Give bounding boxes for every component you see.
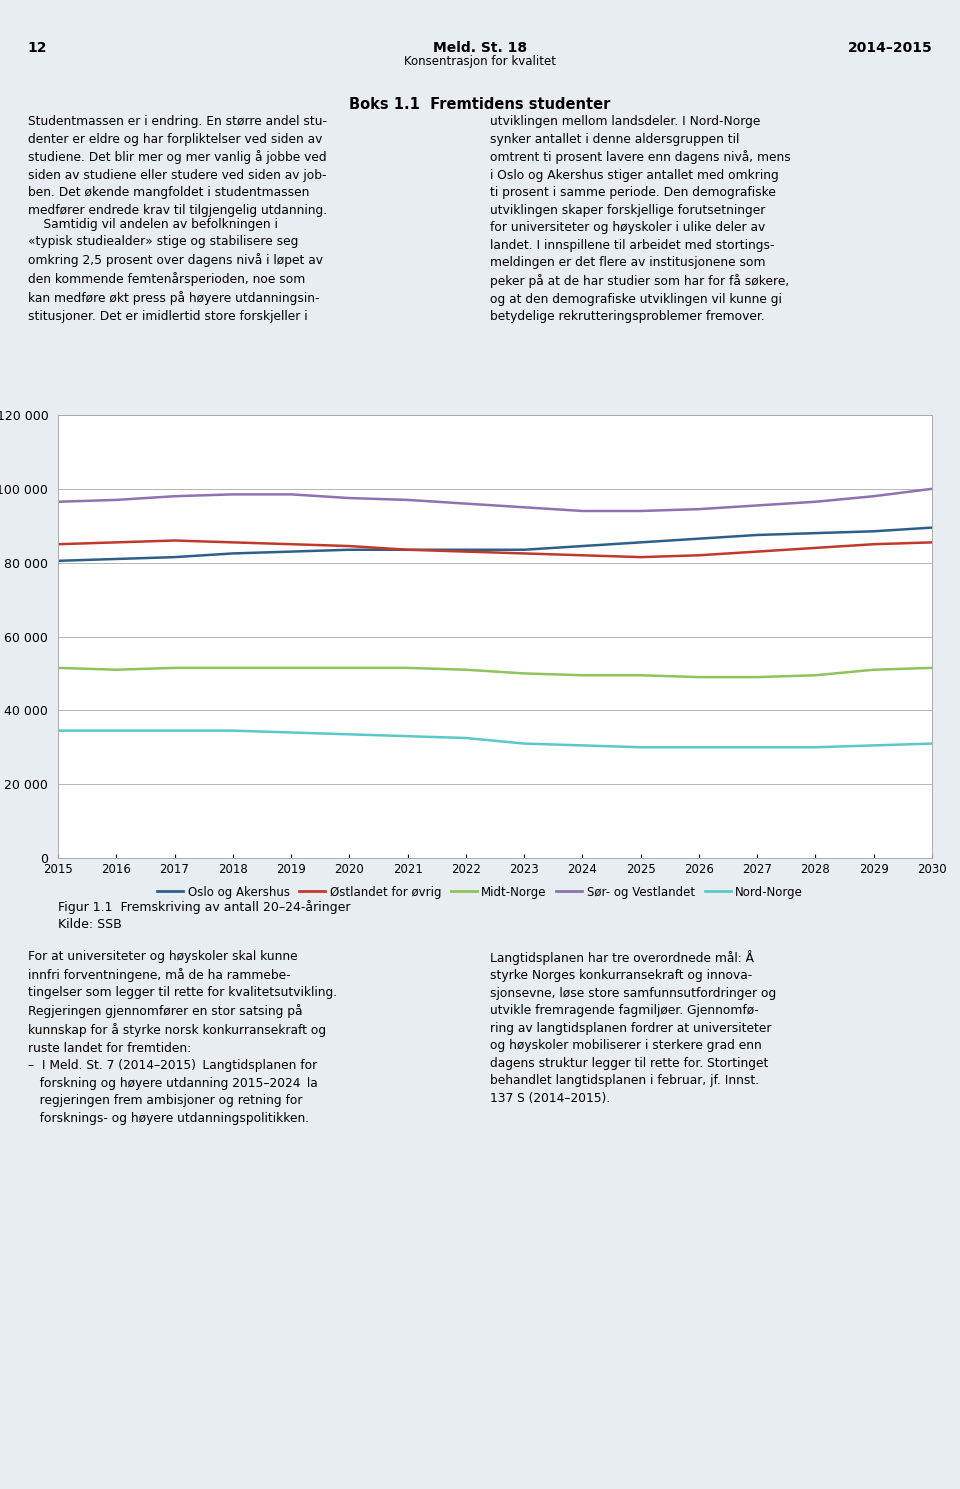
Line: Nord-Norge: Nord-Norge <box>58 731 932 747</box>
Oslo og Akershus <box>344 541 355 558</box>
Østlandet for øvrig <box>52 535 63 552</box>
Oslo og Akershus <box>926 518 938 536</box>
Nord-Norge <box>577 737 588 755</box>
Sør- og Vestlandet <box>169 487 180 505</box>
Nord-Norge <box>227 722 238 740</box>
Nord-Norge <box>169 722 180 740</box>
Line: Oslo og Akershus: Oslo og Akershus <box>58 527 932 561</box>
Line: Midt-Norge: Midt-Norge <box>58 669 932 677</box>
Sør- og Vestlandet <box>227 485 238 503</box>
Midt-Norge <box>402 660 414 677</box>
Nord-Norge <box>402 727 414 744</box>
Oslo og Akershus <box>809 524 821 542</box>
Midt-Norge <box>285 660 297 677</box>
Sør- og Vestlandet <box>344 488 355 506</box>
Text: Meld. St. 18: Meld. St. 18 <box>433 42 527 55</box>
Text: Samtidig vil andelen av befolkningen i
«typisk studiealder» stige og stabilisere: Samtidig vil andelen av befolkningen i «… <box>28 217 323 323</box>
Sør- og Vestlandet <box>518 499 530 517</box>
Østlandet for øvrig <box>518 545 530 563</box>
Text: 12: 12 <box>28 42 47 55</box>
Oslo og Akershus <box>52 552 63 570</box>
Midt-Norge <box>577 667 588 685</box>
Legend: Oslo og Akershus, Østlandet for øvrig, Midt-Norge, Sør- og Vestlandet, Nord-Norg: Oslo og Akershus, Østlandet for øvrig, M… <box>152 881 808 904</box>
Østlandet for øvrig <box>577 546 588 564</box>
Oslo og Akershus <box>868 523 879 541</box>
Line: Østlandet for øvrig: Østlandet for øvrig <box>58 541 932 557</box>
Sør- og Vestlandet <box>110 491 122 509</box>
Nord-Norge <box>52 722 63 740</box>
Midt-Norge <box>868 661 879 679</box>
Midt-Norge <box>110 661 122 679</box>
Text: For at universiteter og høyskoler skal kunne
innfri forventningene, må de ha ram: For at universiteter og høyskoler skal k… <box>28 950 337 1124</box>
Østlandet for øvrig <box>344 538 355 555</box>
Østlandet for øvrig <box>169 532 180 549</box>
Østlandet for øvrig <box>926 533 938 551</box>
Text: Konsentrasjon for kvalitet: Konsentrasjon for kvalitet <box>404 55 556 68</box>
Oslo og Akershus <box>577 538 588 555</box>
Midt-Norge <box>926 660 938 677</box>
Sør- og Vestlandet <box>402 491 414 509</box>
Sør- og Vestlandet <box>752 496 763 514</box>
Oslo og Akershus <box>518 541 530 558</box>
Sør- og Vestlandet <box>52 493 63 511</box>
Nord-Norge <box>518 734 530 752</box>
Sør- og Vestlandet <box>868 487 879 505</box>
Sør- og Vestlandet <box>809 493 821 511</box>
Sør- og Vestlandet <box>577 502 588 520</box>
Text: Studentmassen er i endring. En større andel stu-
denter er eldre og har forplikt: Studentmassen er i endring. En større an… <box>28 115 327 217</box>
Oslo og Akershus <box>693 530 705 548</box>
Line: Sør- og Vestlandet: Sør- og Vestlandet <box>58 488 932 511</box>
Text: utviklingen mellom landsdeler. I Nord-Norge
synker antallet i denne aldersgruppe: utviklingen mellom landsdeler. I Nord-No… <box>490 115 791 323</box>
Nord-Norge <box>285 724 297 742</box>
Nord-Norge <box>110 722 122 740</box>
Nord-Norge <box>344 725 355 743</box>
Oslo og Akershus <box>227 545 238 563</box>
Midt-Norge <box>344 660 355 677</box>
Text: Kilde: SSB: Kilde: SSB <box>58 919 122 931</box>
Midt-Norge <box>169 660 180 677</box>
Midt-Norge <box>518 664 530 682</box>
Text: 2014–2015: 2014–2015 <box>848 42 932 55</box>
Sør- og Vestlandet <box>285 485 297 503</box>
Østlandet for øvrig <box>868 535 879 552</box>
Nord-Norge <box>926 734 938 752</box>
Nord-Norge <box>693 739 705 756</box>
Østlandet for øvrig <box>752 542 763 560</box>
Oslo og Akershus <box>169 548 180 566</box>
Text: Langtidsplanen har tre overordnede mål: Å
styrke Norges konkurransekraft og inno: Langtidsplanen har tre overordnede mål: … <box>490 950 777 1105</box>
Midt-Norge <box>227 660 238 677</box>
Midt-Norge <box>693 669 705 686</box>
Nord-Norge <box>809 739 821 756</box>
Østlandet for øvrig <box>110 533 122 551</box>
Midt-Norge <box>809 667 821 685</box>
Østlandet for øvrig <box>227 533 238 551</box>
Sør- og Vestlandet <box>926 479 938 497</box>
Midt-Norge <box>752 669 763 686</box>
Østlandet for øvrig <box>635 548 646 566</box>
Østlandet for øvrig <box>402 541 414 558</box>
Østlandet for øvrig <box>460 542 471 560</box>
Oslo og Akershus <box>285 542 297 560</box>
Sør- og Vestlandet <box>693 500 705 518</box>
Østlandet for øvrig <box>285 535 297 552</box>
Midt-Norge <box>635 667 646 685</box>
Sør- og Vestlandet <box>460 494 471 512</box>
Sør- og Vestlandet <box>635 502 646 520</box>
Midt-Norge <box>52 660 63 677</box>
Nord-Norge <box>868 737 879 755</box>
Østlandet for øvrig <box>693 546 705 564</box>
Nord-Norge <box>635 739 646 756</box>
Nord-Norge <box>460 730 471 747</box>
Nord-Norge <box>752 739 763 756</box>
Text: Figur 1.1  Fremskriving av antall 20–24-åringer: Figur 1.1 Fremskriving av antall 20–24-å… <box>58 899 350 914</box>
Østlandet for øvrig <box>809 539 821 557</box>
Oslo og Akershus <box>402 541 414 558</box>
Midt-Norge <box>460 661 471 679</box>
Oslo og Akershus <box>635 533 646 551</box>
Oslo og Akershus <box>110 549 122 567</box>
Oslo og Akershus <box>460 541 471 558</box>
Oslo og Akershus <box>752 526 763 543</box>
Text: Boks 1.1  Fremtidens studenter: Boks 1.1 Fremtidens studenter <box>349 97 611 112</box>
